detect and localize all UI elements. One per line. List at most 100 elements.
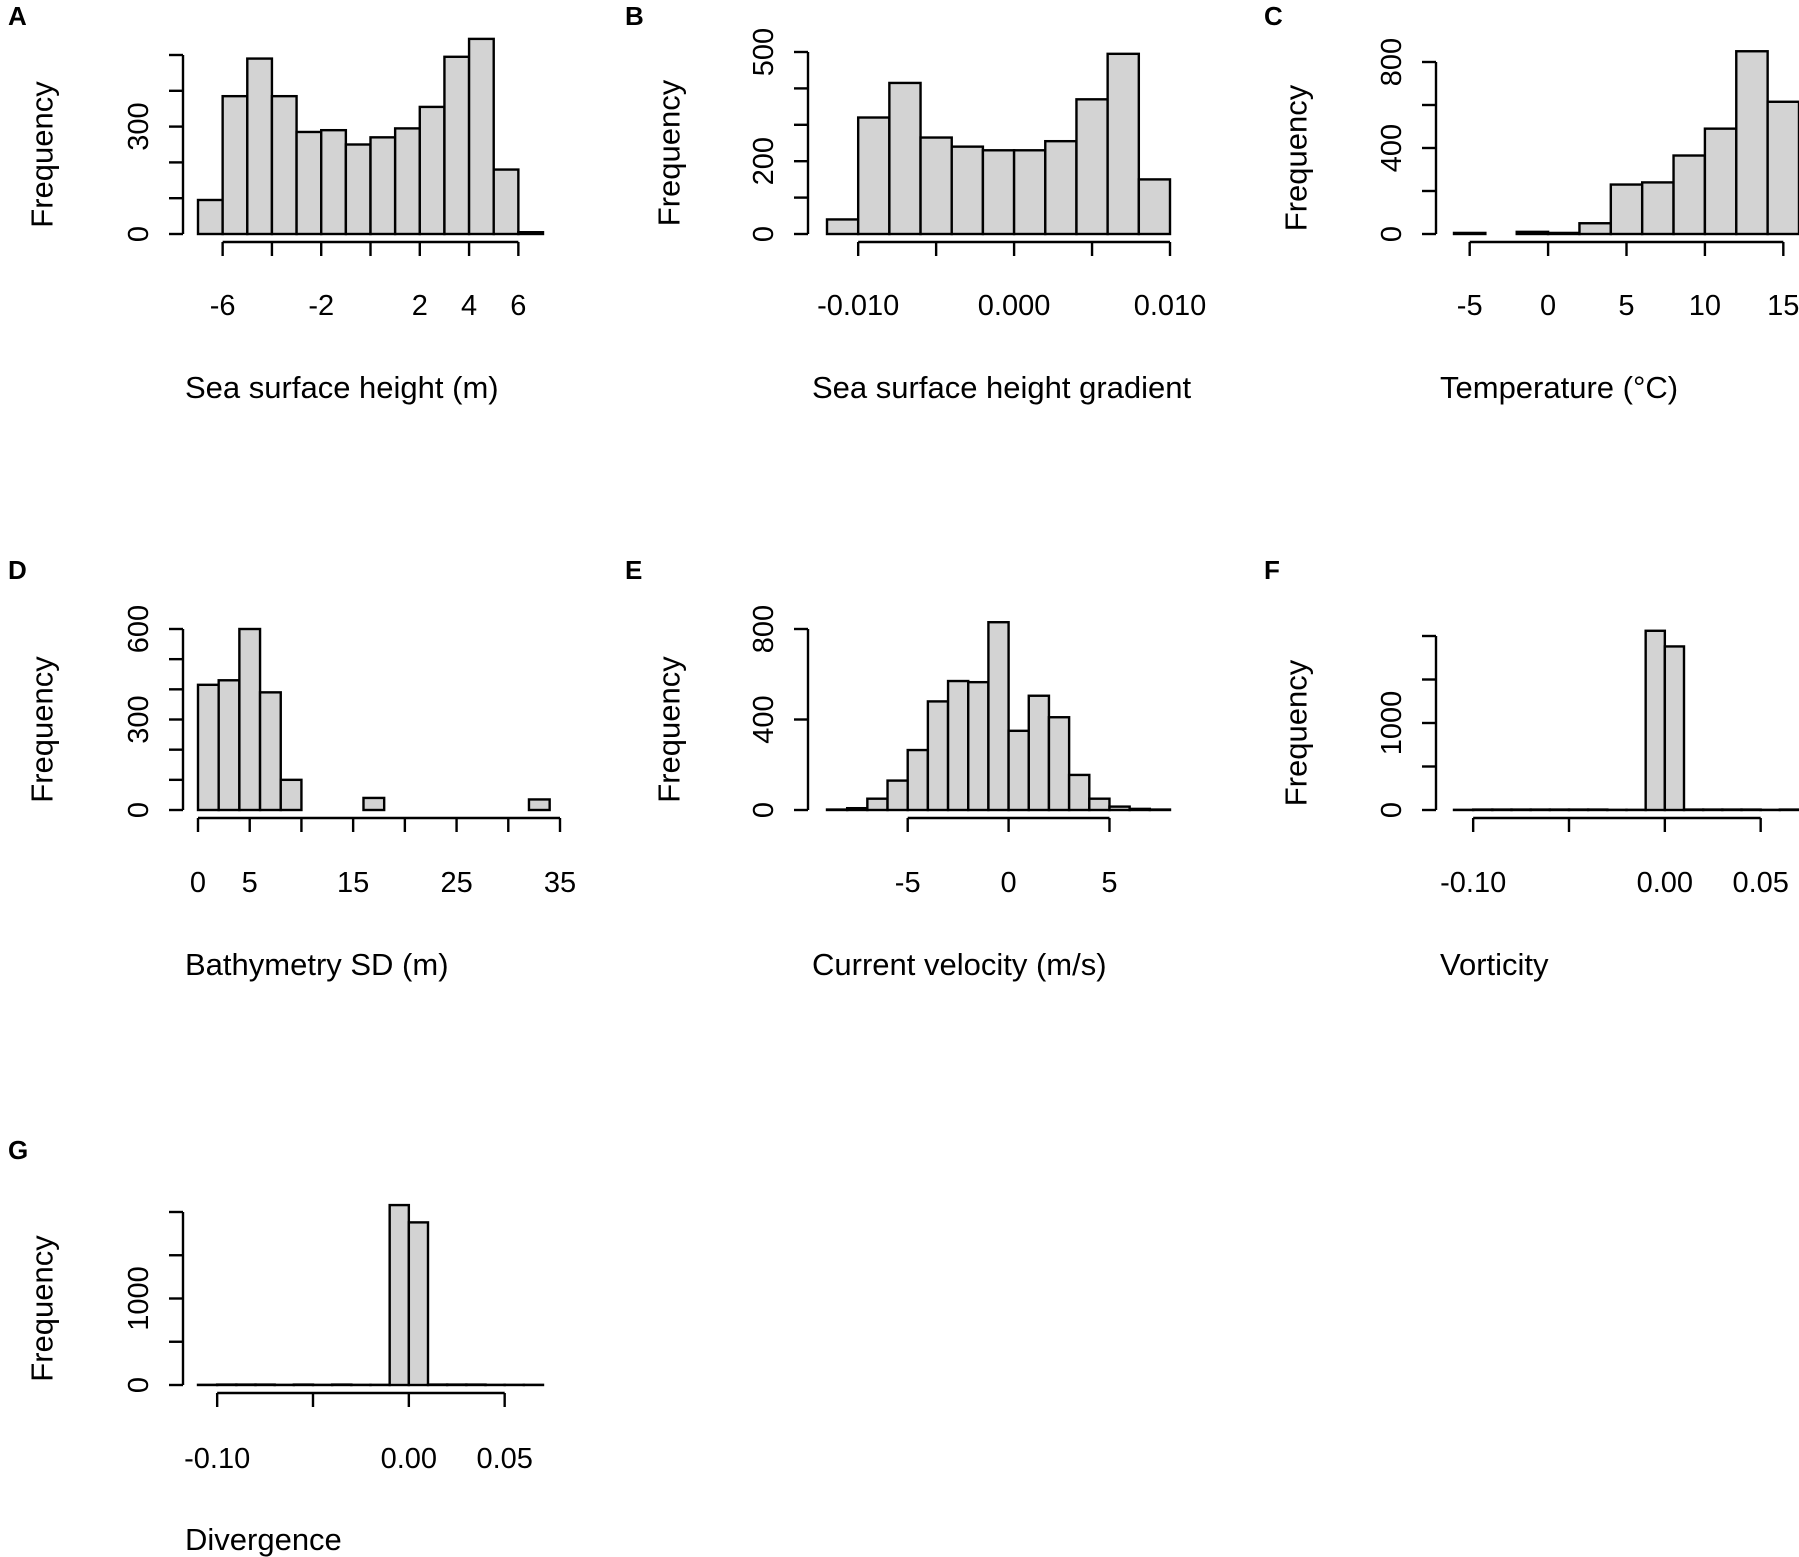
histogram-bar xyxy=(845,806,869,812)
panel-e: E -5 0 5 0 400 800 Frequency Current velocity (m… xyxy=(625,555,1172,982)
histogram-bar xyxy=(1546,231,1581,236)
x-axis-title: Sea surface height gradient xyxy=(812,370,1192,405)
histogram-bar xyxy=(919,136,953,236)
histogram-bar xyxy=(1027,694,1051,812)
x-tick-label: 35 xyxy=(544,867,576,899)
histogram-bar xyxy=(1515,230,1550,236)
histogram-bar xyxy=(1640,181,1675,236)
histogram-bar xyxy=(1012,149,1047,236)
histogram-bar xyxy=(369,136,397,236)
y-tick-label: 600 xyxy=(123,605,155,653)
histogram-bar xyxy=(258,691,282,812)
histogram-bar xyxy=(196,683,220,812)
histogram-bar xyxy=(981,149,1016,236)
histogram-bar xyxy=(1644,629,1667,812)
panel-a: A -6 -2 2 4 6 0 300 Frequency Sea surface height … xyxy=(8,1,545,405)
histogram-bar xyxy=(886,779,909,812)
histogram-bar xyxy=(1088,797,1111,812)
panel-b: B -0.010 0.000 0.010 0 200 500 Frequency Sea sur… xyxy=(625,1,1206,405)
y-tick-label: 0 xyxy=(1376,226,1408,242)
y-axis-title: Frequency xyxy=(652,656,687,803)
y-tick-label: 800 xyxy=(1376,38,1408,86)
panel-g: G -0.10 0.00 0.05 0 1000 Frequency Divergence xyxy=(8,1135,545,1557)
y-axis-title: Frequency xyxy=(1279,84,1314,231)
histogram-bar xyxy=(950,145,985,236)
x-tick-label: -6 xyxy=(210,290,236,322)
histogram-bar xyxy=(888,81,922,236)
x-tick-label: -0.10 xyxy=(184,1443,250,1475)
x-tick-label: 2 xyxy=(412,290,428,322)
histogram-bar xyxy=(443,55,471,236)
x-tick-label: 6 xyxy=(510,290,526,322)
x-tick-label: -5 xyxy=(1457,290,1483,322)
histogram-bar xyxy=(1452,231,1487,236)
histogram-bar xyxy=(926,700,950,812)
x-tick-label: 0.05 xyxy=(1732,867,1788,899)
x-tick-label: 0.000 xyxy=(978,290,1051,322)
histogram-bar xyxy=(344,143,372,236)
histogram-bar xyxy=(1047,716,1071,812)
histogram-bar xyxy=(866,797,889,812)
histogram-bar xyxy=(388,1203,411,1387)
histogram-bar xyxy=(1703,127,1738,236)
histogram-bar xyxy=(1578,222,1613,236)
panel-letter-e: E xyxy=(625,555,642,585)
histogram-bar xyxy=(1108,805,1131,812)
x-tick-label: -5 xyxy=(895,867,921,899)
x-axis-title: Bathymetry SD (m) xyxy=(185,947,449,982)
histogram-bar xyxy=(946,679,970,812)
histogram-bar xyxy=(1766,100,1799,236)
x-tick-label: 15 xyxy=(337,867,369,899)
y-tick-label: 800 xyxy=(748,605,780,653)
y-tick-label: 500 xyxy=(748,28,780,76)
histogram-bar xyxy=(517,231,545,236)
panel-letter-f: F xyxy=(1264,555,1280,585)
histogram-bar xyxy=(987,621,1010,812)
panel-letter-b: B xyxy=(625,1,644,31)
y-axis-title: Frequency xyxy=(25,656,60,803)
histogram-bar xyxy=(1106,52,1141,236)
y-tick-label: 0 xyxy=(748,802,780,818)
histogram-bar xyxy=(221,94,249,236)
y-tick-label: 300 xyxy=(123,695,155,743)
x-tick-label: 4 xyxy=(461,290,477,322)
panel-c: C -5 0 5 10 15 0 400 800 Frequency Temperature (°C… xyxy=(1264,1,1799,405)
x-tick-label: 10 xyxy=(1689,290,1721,322)
histogram-bar xyxy=(825,218,860,236)
histogram-bar xyxy=(1137,178,1172,236)
x-tick-label: 0 xyxy=(190,867,206,899)
histogram-bar xyxy=(1672,154,1707,236)
histogram-bar xyxy=(393,127,421,236)
histogram-bar xyxy=(906,748,930,812)
y-tick-label: 0 xyxy=(123,226,155,242)
y-tick-label: 0 xyxy=(123,802,155,818)
y-axis-title: Frequency xyxy=(25,81,60,228)
x-tick-label: 0.010 xyxy=(1134,290,1207,322)
x-tick-label: 5 xyxy=(1618,290,1634,322)
x-axis-title: Sea surface height (m) xyxy=(185,370,499,405)
histogram-bar xyxy=(856,116,891,236)
histogram-bar xyxy=(1044,139,1078,236)
x-tick-label: -0.010 xyxy=(817,290,899,322)
histogram-bar xyxy=(270,94,298,236)
y-tick-label: 0 xyxy=(748,226,780,242)
histogram-bar xyxy=(1663,645,1686,812)
histogram-bar xyxy=(238,627,262,812)
x-tick-label: -2 xyxy=(308,290,334,322)
x-axis-title: Temperature (°C) xyxy=(1440,370,1678,405)
x-tick-label: 25 xyxy=(440,867,472,899)
y-tick-label: 300 xyxy=(123,102,155,150)
x-tick-label: 0.00 xyxy=(381,1443,437,1475)
histogram-bar xyxy=(1128,807,1152,812)
panel-letter-g: G xyxy=(8,1135,28,1165)
x-axis-title: Current velocity (m/s) xyxy=(812,947,1107,982)
histogram-bar xyxy=(246,57,274,236)
histogram-bar xyxy=(320,128,348,236)
x-axis-title: Vorticity xyxy=(1440,947,1549,982)
histogram-bar xyxy=(967,680,990,812)
histogram-bar xyxy=(295,130,323,236)
x-tick-label: 5 xyxy=(1101,867,1117,899)
histogram-bar xyxy=(527,798,551,812)
y-tick-label: 0 xyxy=(1376,802,1408,818)
histogram-bar xyxy=(1007,729,1030,812)
